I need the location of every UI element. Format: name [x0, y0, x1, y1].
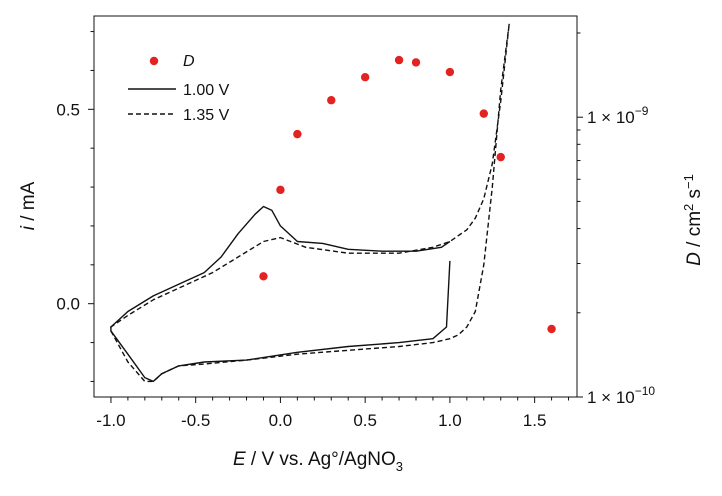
right-y-tick-label: 1 × 10−10 [587, 384, 655, 407]
left-y-tick-label: 0.0 [56, 295, 80, 314]
right-y-axis-title-text: / cm [684, 211, 705, 252]
x-tick-label: -0.5 [181, 411, 210, 430]
x-axis-title: E / V vs. Ag°/AgNO3 [233, 449, 403, 474]
right-y-tick-exponent: −10 [635, 384, 656, 398]
plot-frame [93, 15, 578, 398]
diffusion-point [445, 67, 455, 77]
right-y-axis-title-sup1: 2 [681, 204, 696, 211]
diffusion-point [547, 324, 556, 334]
legend-label-100v: 1.00 V [183, 82, 230, 99]
legend-marker-d [149, 56, 159, 66]
x-axis: -1.0 -0.5 0.0 0.5 1.0 1.5 [96, 397, 570, 430]
left-y-axis: 0.0 0.5 [56, 31, 94, 382]
x-tick-label: 0.0 [269, 411, 293, 430]
left-y-axis-title-text: / mA [18, 181, 39, 226]
x-tick-label: 0.5 [353, 411, 377, 430]
diffusion-point [276, 185, 285, 195]
x-axis-title-subscript: 3 [396, 459, 403, 474]
x-tick-label: 1.0 [438, 411, 462, 430]
x-tick-label: 1.5 [523, 411, 547, 430]
diffusion-point [496, 152, 505, 162]
right-y-tick-mantissa: 1 × 10 [587, 108, 635, 127]
right-y-axis: 1 × 10−101 × 10−9 [577, 32, 655, 407]
series-line-135v [110, 23, 510, 383]
legend-label-d: D [183, 53, 195, 70]
right-y-tick-mantissa: 1 × 10 [587, 388, 635, 407]
diffusion-point [293, 129, 302, 139]
left-y-axis-title-symbol: i [18, 225, 39, 230]
diffusion-point [327, 96, 336, 105]
diffusion-point [360, 72, 370, 82]
right-y-axis-title-mid: s [684, 189, 705, 204]
legend: D 1.00 V 1.35 V [128, 53, 230, 124]
left-y-tick-label: 0.5 [56, 100, 80, 119]
x-tick-label: -1.0 [96, 411, 125, 430]
diffusion-point [259, 272, 268, 281]
right-y-tick-label: 1 × 10−9 [587, 104, 649, 127]
x-axis-title-text: / V vs. Ag°/AgNO [246, 449, 396, 470]
right-y-axis-title-symbol: D [684, 252, 705, 266]
series-line-100v [110, 205, 451, 383]
diffusion-point [411, 58, 421, 67]
right-y-tick-exponent: −9 [635, 104, 649, 118]
diffusion-point [479, 109, 488, 118]
series-layer [110, 23, 510, 383]
legend-label-135v: 1.35 V [183, 107, 230, 124]
diffusion-points [259, 55, 556, 334]
diffusion-point [394, 55, 404, 65]
right-y-axis-title: D / cm2 s−1 [681, 174, 705, 266]
left-y-axis-title: i / mA [18, 181, 39, 230]
right-y-axis-title-sup2: −1 [681, 174, 696, 189]
x-axis-title-symbol: E [233, 449, 246, 470]
